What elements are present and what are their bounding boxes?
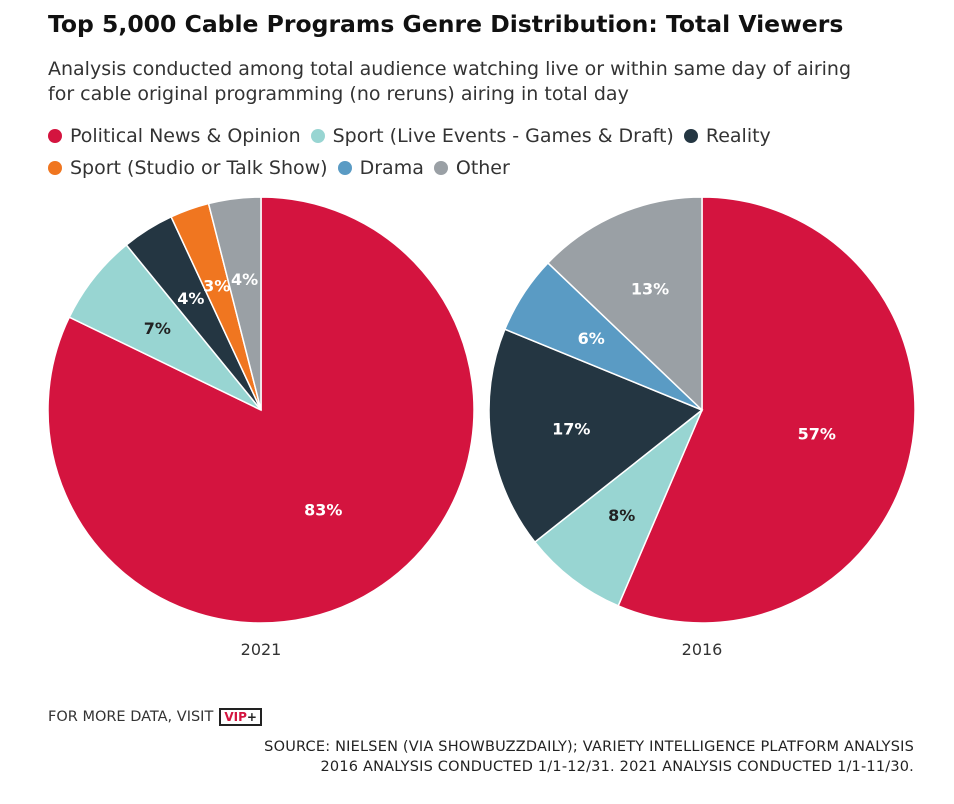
pie-charts: 83% 7% 4%3% 4% 2021 57% 8% 17% 6% 13% 2016	[47, 196, 916, 659]
subtitle-line-1: Analysis conducted among total audience …	[48, 58, 852, 80]
subtitle-line-2: for cable original programming (no rerun…	[48, 83, 629, 105]
pie-data-label: 7%	[144, 319, 171, 338]
legend-label: Reality	[705, 125, 771, 147]
legend-swatch	[683, 129, 698, 143]
legend-item-other: Other	[433, 157, 510, 179]
pie-data-label: 13%	[631, 280, 669, 299]
source-line-2: 2016 ANALYSIS CONDUCTED 1/1-12/31. 2021 …	[320, 759, 914, 775]
pie-data-label: 3%	[203, 277, 230, 296]
legend-swatch	[48, 161, 62, 175]
legend-item-sport-studio: Sport (Studio or Talk Show)	[48, 157, 328, 179]
pie-2021: 83% 7% 4%3% 4% 2021	[47, 196, 475, 659]
legend-row-1: Political News & Opinion Sport (Live Eve…	[48, 120, 928, 152]
vip-plus-logo[interactable]: VIP+	[219, 708, 262, 726]
pie-year-label: 2021	[241, 640, 282, 659]
footer-visit: FOR MORE DATA, VISIT VIP+	[48, 708, 262, 726]
visit-text: FOR MORE DATA, VISIT	[48, 709, 214, 725]
pie-slice-sport-live-events-games-draft	[533, 409, 703, 607]
legend-item-political-news: Political News & Opinion	[48, 125, 301, 147]
chart-subtitle: Analysis conducted among total audience …	[48, 57, 938, 107]
pie-data-label: 83%	[304, 500, 342, 519]
pie-slice-other	[207, 196, 262, 411]
legend: Political News & Opinion Sport (Live Eve…	[48, 120, 928, 184]
legend-label: Political News & Opinion	[70, 125, 301, 147]
pie-slice-political-news-opinion	[47, 196, 475, 624]
pie-data-label: 17%	[552, 419, 590, 438]
pie-slice-other	[546, 196, 703, 412]
legend-swatch	[48, 129, 62, 143]
pie-year-label: 2016	[682, 640, 723, 659]
legend-item-reality: Reality	[683, 125, 771, 147]
legend-item-sport-live: Sport (Live Events - Games & Draft)	[310, 125, 674, 147]
legend-swatch	[310, 129, 325, 143]
pie-data-label: 4%	[177, 289, 204, 308]
chart-title: Top 5,000 Cable Programs Genre Distribut…	[48, 10, 844, 38]
pie-data-label: 8%	[608, 506, 635, 525]
source-line-1: SOURCE: NIELSEN (VIA SHOWBUZZDAILY); VAR…	[264, 739, 914, 755]
legend-item-drama: Drama	[337, 157, 424, 179]
legend-label: Sport (Studio or Talk Show)	[70, 157, 328, 179]
legend-swatch	[337, 161, 352, 175]
pie-slice-reality	[488, 328, 704, 544]
pie-data-label: 4%	[231, 270, 258, 289]
legend-swatch	[433, 161, 448, 175]
legend-label: Other	[455, 157, 510, 179]
pie-data-label: 6%	[578, 329, 605, 348]
pie-slice-political-news-opinion	[617, 196, 916, 624]
source-note: SOURCE: NIELSEN (VIA SHOWBUZZDAILY); VAR…	[264, 737, 914, 777]
pie-data-label: 57%	[798, 425, 836, 444]
legend-label: Drama	[359, 157, 424, 179]
legend-row-2: Sport (Studio or Talk Show) Drama Other	[48, 152, 928, 184]
legend-label: Sport (Live Events - Games & Draft)	[332, 125, 674, 147]
pie-2016: 57% 8% 17% 6% 13% 2016	[488, 196, 916, 659]
